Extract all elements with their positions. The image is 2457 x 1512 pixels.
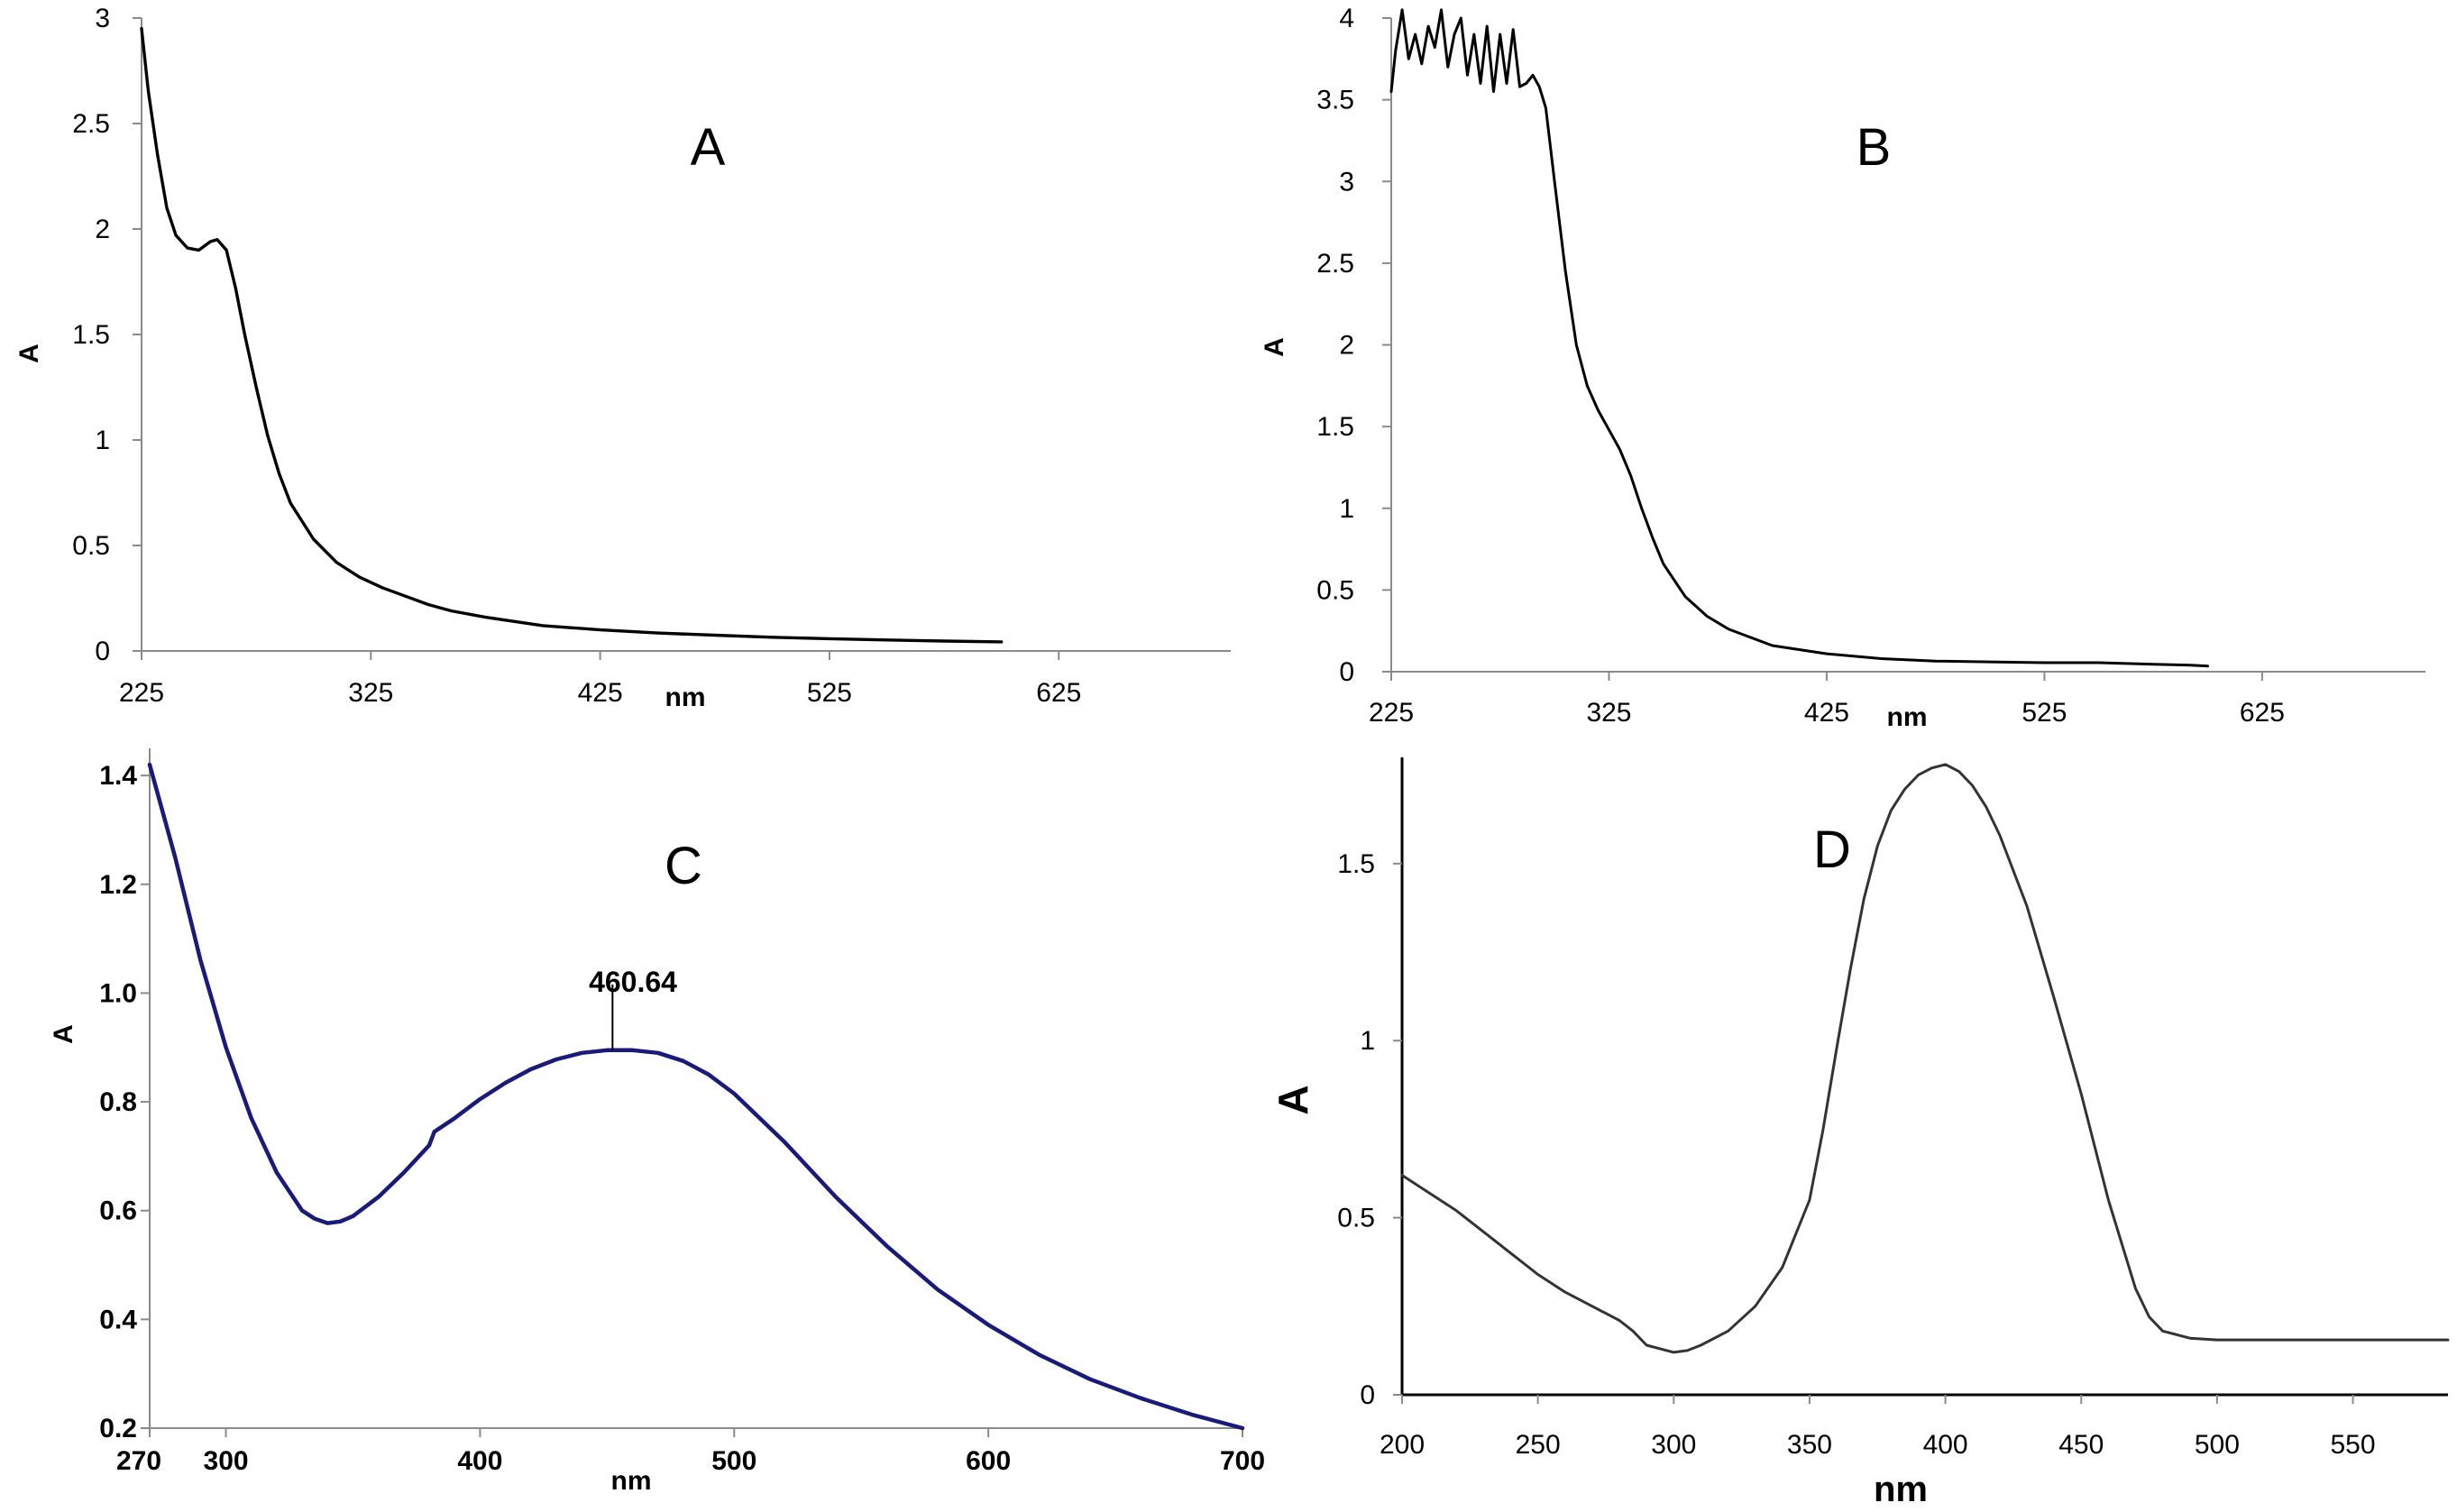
panel-a-plot: 225 325 425 525 625 0 0.5 1 1.5 2 2.5 3 bbox=[72, 4, 1231, 708]
x-tick-label: 525 bbox=[807, 678, 852, 708]
y-tick-label: 2.5 bbox=[1316, 249, 1354, 279]
series-line bbox=[147, 762, 1245, 1431]
x-tick-label: 400 bbox=[457, 1446, 502, 1476]
x-tick-label: 325 bbox=[1586, 698, 1631, 728]
y-tick-label: 1 bbox=[95, 426, 110, 455]
panel-b-x-label: nm bbox=[1887, 702, 1928, 732]
y-tick-label: 0.5 bbox=[1316, 575, 1354, 605]
x-tick-label: 350 bbox=[1787, 1430, 1832, 1460]
y-tick-label: 4 bbox=[1339, 4, 1354, 33]
y-tick-label: 3.5 bbox=[1316, 86, 1354, 115]
y-tick-label: 1.5 bbox=[1316, 412, 1354, 442]
x-tick-label: 550 bbox=[2331, 1430, 2376, 1460]
y-tick-label: 0.5 bbox=[72, 531, 110, 561]
x-tick-label: 700 bbox=[1220, 1446, 1265, 1476]
x-tick-label: 425 bbox=[578, 678, 623, 708]
x-tick-label: 525 bbox=[2022, 698, 2067, 728]
x-tick-label: 300 bbox=[1651, 1430, 1696, 1460]
panel-a: A A nm 225 325 425 525 625 0 0.5 1 1.5 2 2.5 3 bbox=[14, 4, 1231, 712]
panel-a-x-label: nm bbox=[665, 683, 706, 712]
panel-d-x-label: nm bbox=[1874, 1470, 1928, 1509]
panel-b-title: B bbox=[1857, 118, 1892, 177]
y-tick-label: 3 bbox=[1339, 167, 1354, 197]
panel-d: D A nm 200 250 300 350 400 450 500 550 0 0.5 1 1.5 bbox=[1270, 757, 2450, 1509]
y-tick-label: 0.6 bbox=[99, 1196, 137, 1226]
series-line bbox=[1389, 8, 2209, 668]
x-tick-label: 625 bbox=[1036, 678, 1081, 708]
panel-d-title: D bbox=[1813, 820, 1851, 879]
y-tick-label: 0.8 bbox=[99, 1087, 137, 1117]
y-tick-label: 0 bbox=[1339, 657, 1354, 687]
y-tick-label: 0.2 bbox=[99, 1414, 137, 1443]
y-tick-label: 1.0 bbox=[99, 978, 137, 1008]
y-tick-label: 2.5 bbox=[72, 109, 110, 139]
panel-a-title: A bbox=[691, 118, 726, 177]
x-tick-label: 325 bbox=[348, 678, 393, 708]
x-tick-label: 425 bbox=[1804, 698, 1849, 728]
y-tick-label: 0.5 bbox=[1337, 1204, 1375, 1233]
series-line bbox=[140, 27, 1004, 644]
x-tick-label: 250 bbox=[1516, 1430, 1561, 1460]
x-tick-label: 625 bbox=[2240, 698, 2285, 728]
x-tick-label: 400 bbox=[1923, 1430, 1968, 1460]
panel-b-plot: 225 325 425 525 625 0 0.5 1 1.5 2 2.5 3 3.5 4 bbox=[1316, 4, 2425, 728]
x-tick-label: 225 bbox=[1369, 698, 1414, 728]
y-tick-label: 1 bbox=[1360, 1026, 1375, 1056]
x-tick-label: 225 bbox=[119, 678, 164, 708]
panel-b: B A nm 225 325 425 525 625 0 0.5 1 1.5 2 2.5 3 3.5 4 bbox=[1260, 4, 2425, 732]
y-tick-label: 0.4 bbox=[99, 1305, 137, 1334]
series-line bbox=[1400, 763, 2450, 1354]
panel-d-y-label: A bbox=[1270, 1085, 1316, 1114]
panel-b-y-label: A bbox=[1260, 337, 1289, 357]
y-tick-label: 2 bbox=[1339, 331, 1354, 361]
x-tick-label: 300 bbox=[204, 1446, 249, 1476]
panel-c-title: C bbox=[665, 837, 702, 895]
x-tick-label: 270 bbox=[116, 1446, 161, 1476]
y-tick-label: 2 bbox=[95, 215, 110, 244]
x-tick-label: 600 bbox=[966, 1446, 1011, 1476]
y-tick-label: 1.5 bbox=[1337, 849, 1375, 879]
y-tick-label: 0 bbox=[1360, 1380, 1375, 1410]
panel-d-plot: 200 250 300 350 400 450 500 550 0 0.5 1 1.5 bbox=[1337, 757, 2450, 1460]
y-tick-label: 0 bbox=[95, 637, 110, 666]
x-tick-label: 450 bbox=[2058, 1430, 2104, 1460]
y-tick-label: 1 bbox=[1339, 494, 1354, 524]
panel-c-peak-annotation: 460.64 bbox=[589, 966, 677, 998]
x-tick-label: 200 bbox=[1380, 1430, 1425, 1460]
panel-c-plot: 270 300 400 500 600 700 0.2 0.4 0.6 0.8 1.0 1.2 1.4 bbox=[99, 748, 1265, 1476]
panel-a-y-label: A bbox=[14, 344, 44, 363]
panel-c-x-label: nm bbox=[611, 1466, 652, 1496]
panel-c: C A nm 270 300 400 500 600 700 0.2 0.4 0.6 0.8 1.0… bbox=[49, 748, 1265, 1496]
y-tick-label: 3 bbox=[95, 4, 110, 33]
x-tick-label: 500 bbox=[711, 1446, 756, 1476]
y-tick-label: 1.4 bbox=[99, 761, 137, 791]
y-tick-label: 1.2 bbox=[99, 870, 137, 900]
y-tick-label: 1.5 bbox=[72, 320, 110, 350]
x-tick-label: 500 bbox=[2195, 1430, 2240, 1460]
panel-c-y-label: A bbox=[49, 1024, 78, 1044]
